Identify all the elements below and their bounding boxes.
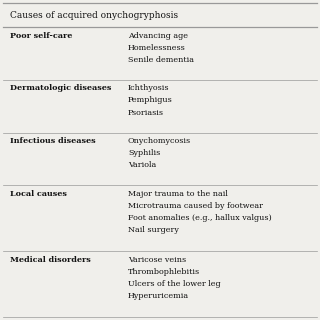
Text: Homelessness: Homelessness	[128, 44, 186, 52]
Text: Onychomycosis: Onychomycosis	[128, 137, 191, 145]
Text: Varicose veins: Varicose veins	[128, 256, 186, 264]
Text: Variola: Variola	[128, 161, 156, 169]
Text: Syphilis: Syphilis	[128, 149, 160, 157]
Text: Ichthyosis: Ichthyosis	[128, 84, 170, 92]
Text: Poor self-care: Poor self-care	[10, 32, 72, 40]
Text: Dermatologic diseases: Dermatologic diseases	[10, 84, 111, 92]
Text: Senile dementia: Senile dementia	[128, 56, 194, 64]
Text: Foot anomalies (e.g., hallux valgus): Foot anomalies (e.g., hallux valgus)	[128, 214, 272, 222]
Text: Local causes: Local causes	[10, 190, 67, 198]
Text: Hyperuricemia: Hyperuricemia	[128, 292, 189, 300]
Text: Medical disorders: Medical disorders	[10, 256, 90, 264]
Text: Causes of acquired onychogryphosis: Causes of acquired onychogryphosis	[10, 11, 178, 20]
Text: Advancing age: Advancing age	[128, 32, 188, 40]
Text: Ulcers of the lower leg: Ulcers of the lower leg	[128, 280, 220, 288]
Text: Nail surgery: Nail surgery	[128, 226, 179, 234]
Text: Major trauma to the nail: Major trauma to the nail	[128, 190, 228, 198]
Text: Thrombophlebitis: Thrombophlebitis	[128, 268, 200, 276]
Text: Psoriasis: Psoriasis	[128, 108, 164, 116]
Text: Pemphigus: Pemphigus	[128, 96, 173, 104]
Text: Infectious diseases: Infectious diseases	[10, 137, 95, 145]
Text: Microtrauma caused by footwear: Microtrauma caused by footwear	[128, 202, 263, 210]
